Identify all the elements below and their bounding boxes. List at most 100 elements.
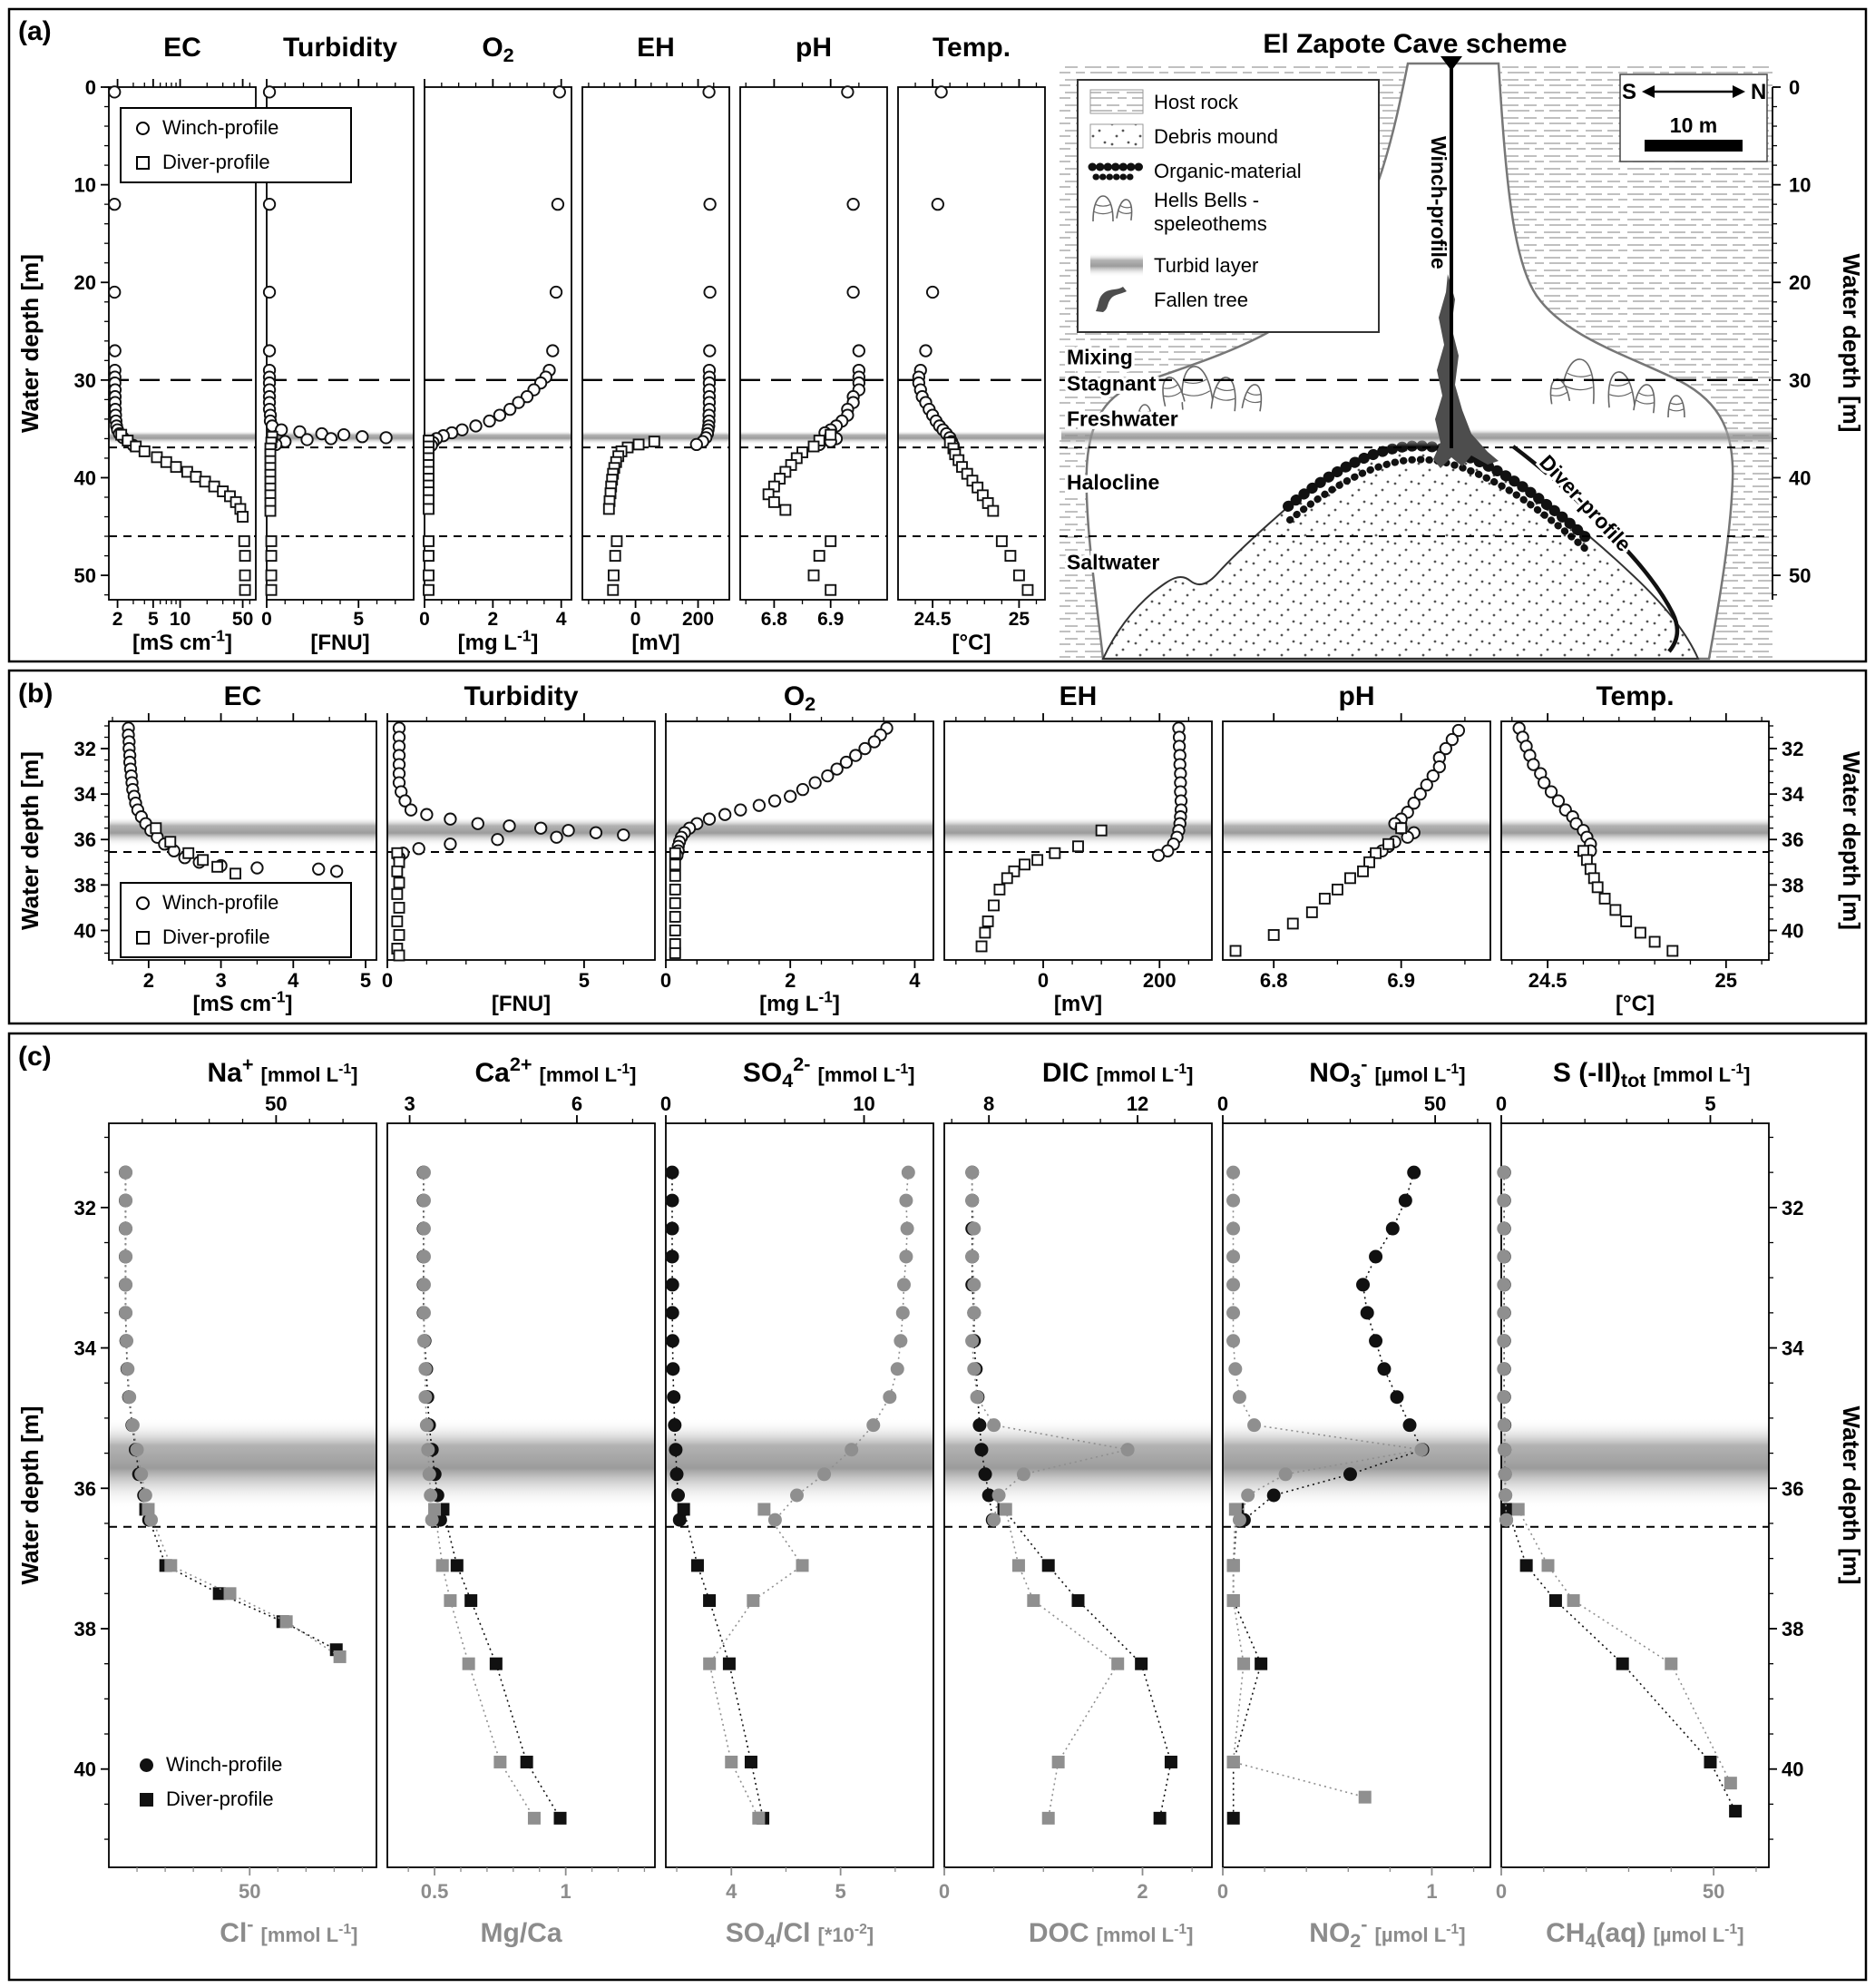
open-circle-marker-icon <box>136 896 150 910</box>
svg-text:36: 36 <box>1782 1477 1803 1500</box>
diver-profile-label: Diver-profile <box>166 1787 274 1810</box>
open-circle-marker-icon <box>136 121 150 135</box>
svg-text:6.8: 6.8 <box>1260 969 1288 992</box>
svg-text:200: 200 <box>1143 969 1177 992</box>
svg-text:4: 4 <box>909 969 921 992</box>
svg-text:[mg L-1]: [mg L-1] <box>759 987 840 1016</box>
svg-text:Fallen tree: Fallen tree <box>1154 289 1248 311</box>
diver-profile-label: Diver-profile <box>162 151 270 173</box>
svg-text:40: 40 <box>1782 1758 1803 1781</box>
svg-text:Winch-profile: Winch-profile <box>1427 136 1450 269</box>
svg-text:6: 6 <box>571 1092 582 1115</box>
svg-text:34: 34 <box>1782 1337 1804 1360</box>
svg-text:Water depth [m]: Water depth [m] <box>16 751 44 930</box>
winch-profile-label: Winch-profile <box>162 116 279 139</box>
svg-text:Mg/Ca: Mg/Ca <box>481 1918 562 1948</box>
svg-text:6.8: 6.8 <box>761 609 788 630</box>
svg-text:5: 5 <box>148 609 159 630</box>
svg-text:38: 38 <box>74 1618 96 1640</box>
svg-text:1: 1 <box>561 1880 571 1903</box>
chart-na-cl: 50 50 Na+ [mmol L-1] Cl- [mmol L-1] <box>108 1053 377 1948</box>
svg-text:[mg L-1]: [mg L-1] <box>458 626 539 655</box>
svg-text:3: 3 <box>215 969 226 992</box>
scheme-winch-profile-line: Winch-profile <box>1424 56 1462 448</box>
scheme-turbid-layer <box>1061 428 1772 446</box>
svg-text:Turbidity: Turbidity <box>283 33 397 63</box>
legend-row-diver: Diver-profile <box>140 1787 343 1811</box>
winch-profile-label: Winch-profile <box>166 1753 283 1776</box>
svg-text:SO42-: SO42- <box>743 1053 811 1092</box>
panel-a-legend: Winch-profile Diver-profile <box>120 107 352 183</box>
svg-text:0.5: 0.5 <box>421 1880 449 1903</box>
svg-text:EC: EC <box>224 681 262 711</box>
svg-text:30: 30 <box>74 369 96 392</box>
svg-text:O2: O2 <box>784 681 815 715</box>
svg-text:4: 4 <box>556 609 567 630</box>
svg-text:5: 5 <box>579 969 590 992</box>
chart-ec: 2 5 10 50 EC [mS cm-1] <box>108 33 257 655</box>
svg-text:[mS cm-1]: [mS cm-1] <box>132 626 232 655</box>
svg-text:pH: pH <box>1339 681 1375 711</box>
svg-text:O2: O2 <box>482 33 513 66</box>
svg-text:0: 0 <box>660 969 671 992</box>
svg-text:32: 32 <box>74 1197 96 1219</box>
svg-text:50: 50 <box>1703 1880 1724 1903</box>
chart-ec-b: 2 3 4 5 EC [mS cm-1] <box>108 681 377 1016</box>
svg-text:25: 25 <box>1009 609 1030 630</box>
legend-row-diver: Diver-profile <box>136 925 336 949</box>
svg-text:Temp.: Temp. <box>1596 681 1674 711</box>
svg-text:5: 5 <box>835 1880 846 1903</box>
svg-text:2: 2 <box>785 969 796 992</box>
svg-text:6.9: 6.9 <box>817 609 844 630</box>
svg-text:2: 2 <box>488 609 499 630</box>
svg-text:[mS cm-1]: [mS cm-1] <box>192 987 292 1016</box>
svg-text:10: 10 <box>74 174 96 197</box>
chart-o2: 0 2 4 O2 [mg L-1] <box>419 33 572 655</box>
svg-text:40: 40 <box>1789 466 1811 489</box>
svg-text:[FNU]: [FNU] <box>492 992 551 1016</box>
svg-text:32: 32 <box>74 738 96 760</box>
svg-text:El Zapote Cave scheme: El Zapote Cave scheme <box>1263 29 1567 59</box>
svg-text:2: 2 <box>1137 1880 1147 1903</box>
svg-text:34: 34 <box>74 1337 97 1360</box>
svg-text:0: 0 <box>1038 969 1049 992</box>
svg-text:Halocline: Halocline <box>1067 470 1159 494</box>
svg-text:38: 38 <box>74 874 96 896</box>
filled-square-marker-icon <box>140 1792 153 1807</box>
winch-profile-label: Winch-profile <box>162 891 279 914</box>
svg-text:Stagnant: Stagnant <box>1067 372 1157 396</box>
svg-text:S: S <box>1622 80 1636 104</box>
svg-text:40: 40 <box>74 466 96 489</box>
scheme-depth-lines <box>1060 378 1771 538</box>
svg-text:pH: pH <box>796 33 832 63</box>
svg-text:Water depth [m]: Water depth [m] <box>16 254 44 433</box>
chart-no3-no2: 0 50 0 1 NO3- [µmol L-1] NO2- [µmol L-1] <box>1217 1053 1491 1952</box>
svg-text:20: 20 <box>1789 271 1811 294</box>
svg-text:5: 5 <box>1704 1092 1715 1115</box>
svg-text:N: N <box>1751 80 1766 104</box>
svg-text:24.5: 24.5 <box>914 609 952 630</box>
svg-text:0: 0 <box>630 609 641 630</box>
scheme-hells-bells <box>1137 358 1685 426</box>
svg-text:50: 50 <box>232 609 253 630</box>
legend-row-diver: Diver-profile <box>136 151 336 174</box>
svg-text:[mV]: [mV] <box>1054 992 1102 1016</box>
svg-text:2: 2 <box>112 609 123 630</box>
svg-text:4: 4 <box>726 1880 737 1903</box>
svg-text:3: 3 <box>404 1092 415 1115</box>
scheme-zone-labels: Mixing Stagnant Freshwater Halocline Saltwat… <box>1064 342 1182 577</box>
svg-text:50: 50 <box>1424 1092 1446 1115</box>
svg-text:0: 0 <box>1496 1880 1507 1903</box>
svg-text:[µmol L-1]: [µmol L-1] <box>1375 1922 1466 1946</box>
svg-text:0: 0 <box>1789 76 1800 99</box>
svg-text:EH: EH <box>1060 681 1098 711</box>
svg-text:Turbid layer: Turbid layer <box>1154 254 1258 277</box>
svg-text:4: 4 <box>288 969 299 992</box>
diver-profile-label: Diver-profile <box>162 925 270 948</box>
svg-text:36: 36 <box>1782 828 1803 851</box>
svg-text:DOC: DOC <box>1029 1918 1089 1948</box>
svg-text:EH: EH <box>637 33 675 63</box>
panel-b-label: (b) <box>18 679 54 709</box>
svg-text:0: 0 <box>660 1092 671 1115</box>
